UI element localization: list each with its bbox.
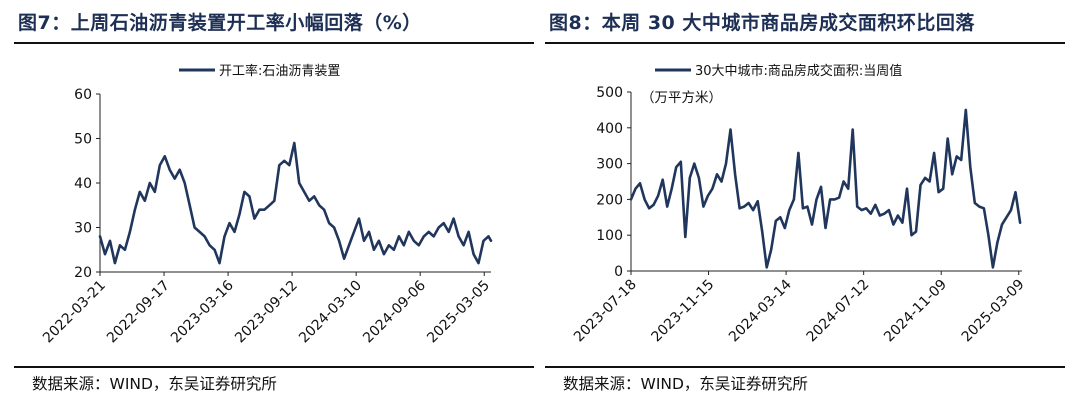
x-tick-label: 2025-03-09 — [959, 277, 1028, 346]
data-source-note: 数据来源：WIND，东吴证券研究所 — [32, 375, 277, 393]
x-tick-label: 2022-03-21 — [40, 278, 109, 347]
x-tick-label: 2024-11-09 — [881, 277, 950, 346]
unit-label: （万平方米） — [641, 90, 722, 106]
y-tick-label: 0 — [614, 264, 623, 280]
y-tick-label: 60 — [74, 87, 92, 103]
legend-label: 30大中城市:商品房成交面积:当周值 — [695, 63, 902, 79]
x-tick-label: 2023-11-15 — [649, 277, 718, 346]
y-tick-label: 300 — [596, 157, 623, 173]
series-line — [629, 108, 1022, 269]
x-tick-label: 2023-03-16 — [168, 277, 237, 346]
x-tick-label: 2024-03-14 — [726, 276, 795, 345]
asphalt-line-chart: 20 30 40 50 60 2022-03-212022-09-172023-03-16… — [40, 63, 493, 347]
chart-title: 图7：上周石油沥青装置开工率小幅回落（%） — [18, 12, 422, 34]
chart-panel-asphalt: 图7：上周石油沥青装置开工率小幅回落（%） 20 30 40 50 60 2022-03-… — [14, 0, 539, 410]
legend-label: 开工率:石油沥青装置 — [219, 63, 340, 79]
series-line — [98, 141, 493, 265]
title-divider — [545, 42, 1065, 44]
source-divider — [545, 366, 1065, 368]
y-tick-label: 400 — [596, 121, 623, 137]
x-tick-label: 2025-03-05 — [424, 278, 493, 347]
x-tick-label: 2024-07-12 — [804, 277, 873, 346]
chart-panel-housing: 图8：本周 30 大中城市商品房成交面积环比回落 0 100 200 300 400 50… — [545, 0, 1070, 410]
title-divider — [14, 42, 534, 44]
x-tick-label: 2024-09-06 — [360, 277, 429, 346]
x-tick-label: 2022-09-17 — [104, 278, 173, 347]
chart-title: 图8：本周 30 大中城市商品房成交面积环比回落 — [549, 12, 975, 34]
source-divider — [14, 366, 534, 368]
x-tick-label: 2023-07-18 — [571, 277, 640, 346]
x-tick-label: 2024-03-10 — [296, 278, 365, 347]
data-source-note: 数据来源：WIND，东吴证券研究所 — [563, 375, 808, 393]
y-tick-label: 100 — [596, 228, 623, 244]
y-tick-label: 20 — [74, 265, 92, 281]
y-tick-label: 500 — [596, 85, 623, 101]
y-tick-label: 40 — [74, 176, 92, 192]
y-tick-label: 200 — [596, 192, 623, 208]
y-tick-label: 30 — [74, 221, 92, 237]
y-tick-label: 50 — [74, 132, 92, 148]
x-tick-label: 2023-09-12 — [232, 278, 301, 347]
